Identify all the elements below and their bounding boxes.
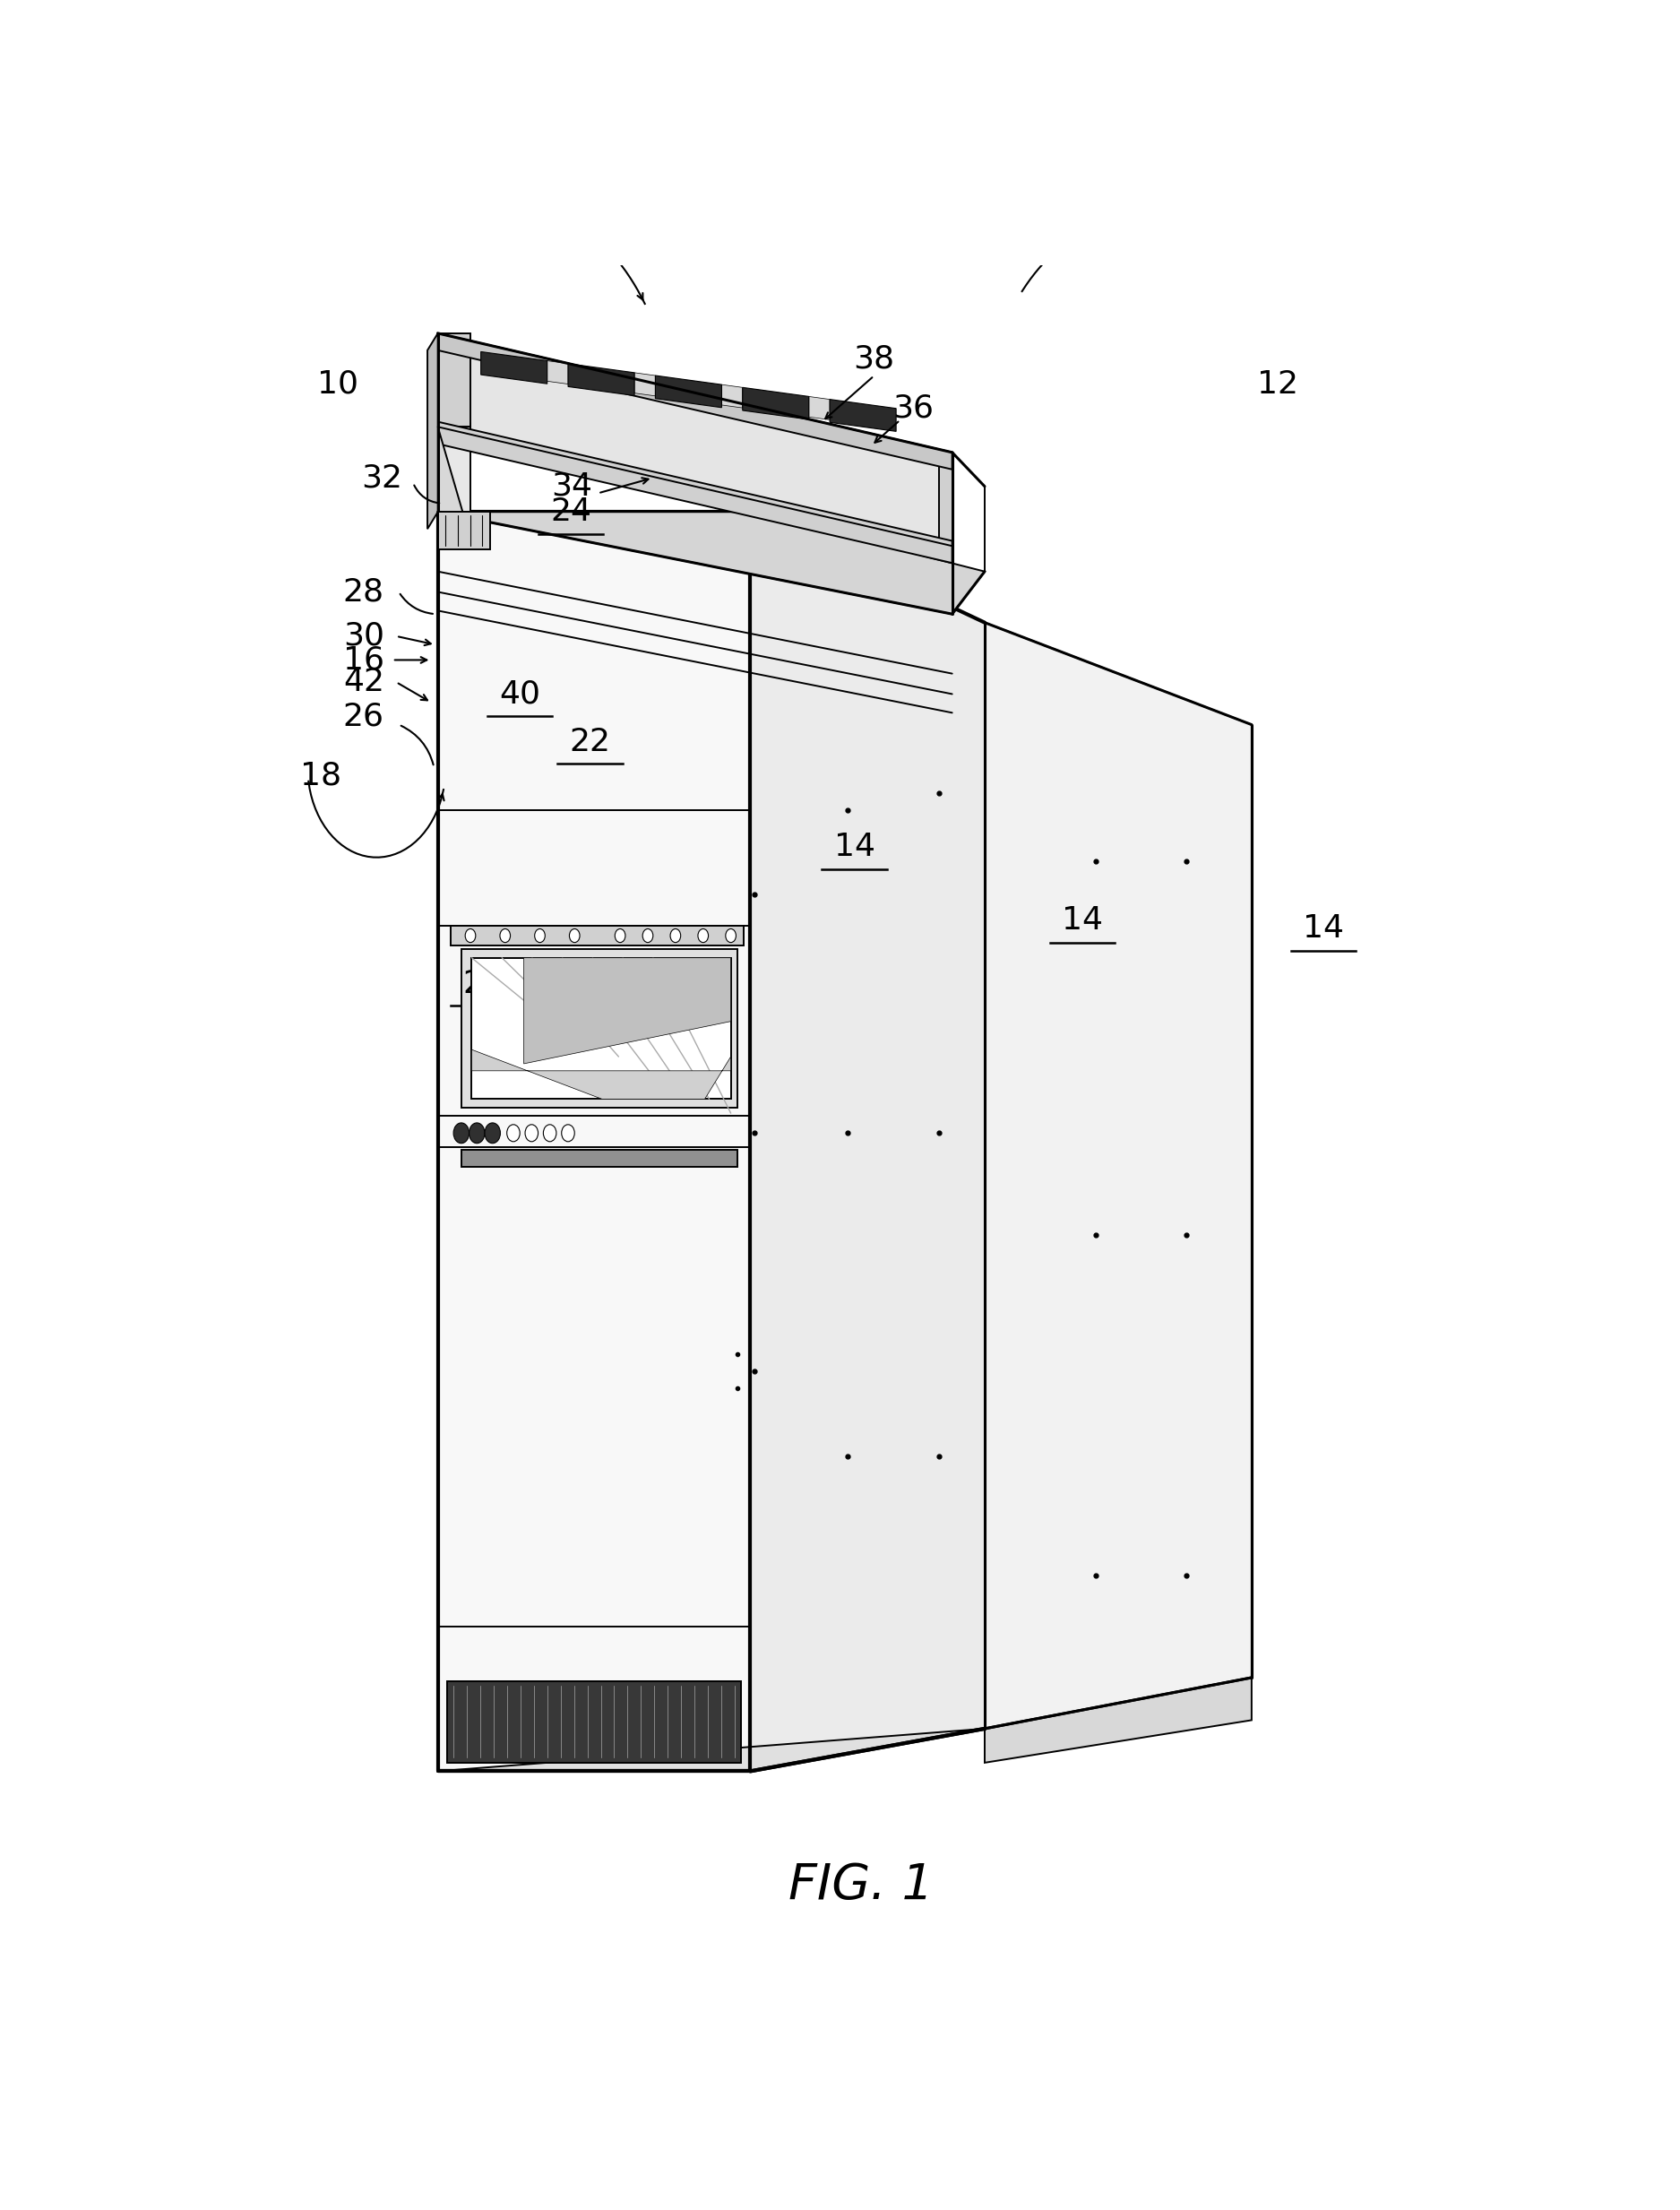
Circle shape bbox=[465, 928, 475, 941]
Text: 26: 26 bbox=[343, 701, 385, 732]
Polygon shape bbox=[751, 513, 984, 1770]
Polygon shape bbox=[438, 334, 470, 427]
Text: 16: 16 bbox=[343, 645, 385, 676]
Text: 14: 14 bbox=[1062, 906, 1104, 935]
Polygon shape bbox=[447, 1682, 741, 1764]
Polygon shape bbox=[743, 387, 808, 420]
Text: 18: 18 bbox=[301, 760, 341, 791]
Polygon shape bbox=[472, 957, 731, 1098]
Circle shape bbox=[642, 928, 654, 941]
Text: 40: 40 bbox=[499, 678, 541, 709]
Text: 24: 24 bbox=[549, 497, 591, 528]
Text: FIG. 1: FIG. 1 bbox=[788, 1861, 934, 1909]
Text: 22: 22 bbox=[570, 727, 612, 756]
Circle shape bbox=[501, 928, 511, 941]
Text: 28: 28 bbox=[343, 577, 385, 608]
Text: 14: 14 bbox=[1302, 913, 1344, 944]
Polygon shape bbox=[438, 427, 470, 539]
Text: 10: 10 bbox=[318, 369, 358, 400]
Text: 34: 34 bbox=[551, 471, 593, 502]
Text: 20: 20 bbox=[462, 968, 504, 999]
Circle shape bbox=[570, 928, 580, 941]
Polygon shape bbox=[438, 334, 953, 546]
Polygon shape bbox=[450, 926, 744, 946]
Circle shape bbox=[534, 928, 544, 941]
Polygon shape bbox=[438, 1728, 984, 1770]
Circle shape bbox=[726, 928, 736, 941]
Text: 38: 38 bbox=[853, 343, 895, 373]
Polygon shape bbox=[438, 422, 953, 564]
Polygon shape bbox=[438, 513, 751, 1770]
Polygon shape bbox=[808, 396, 830, 420]
Polygon shape bbox=[438, 513, 984, 614]
Polygon shape bbox=[655, 376, 722, 407]
Polygon shape bbox=[438, 513, 491, 550]
Text: 36: 36 bbox=[892, 393, 934, 424]
Polygon shape bbox=[635, 373, 655, 396]
Polygon shape bbox=[480, 351, 548, 385]
Circle shape bbox=[486, 1123, 501, 1143]
Polygon shape bbox=[939, 453, 953, 546]
Circle shape bbox=[507, 1125, 519, 1143]
Polygon shape bbox=[438, 334, 953, 469]
Circle shape bbox=[469, 1123, 486, 1143]
Polygon shape bbox=[722, 385, 743, 409]
Circle shape bbox=[561, 1125, 575, 1143]
Text: 30: 30 bbox=[343, 621, 385, 652]
Polygon shape bbox=[984, 1677, 1252, 1764]
Circle shape bbox=[543, 1125, 556, 1143]
Polygon shape bbox=[984, 623, 1252, 1728]
Circle shape bbox=[615, 928, 625, 941]
Text: 14: 14 bbox=[833, 831, 875, 862]
Circle shape bbox=[697, 928, 709, 941]
Polygon shape bbox=[462, 1149, 738, 1167]
Polygon shape bbox=[524, 957, 731, 1063]
Text: 42: 42 bbox=[343, 667, 385, 698]
Polygon shape bbox=[830, 400, 895, 431]
Circle shape bbox=[454, 1123, 469, 1143]
Polygon shape bbox=[462, 950, 738, 1107]
Text: 32: 32 bbox=[361, 462, 403, 493]
Text: 12: 12 bbox=[1257, 369, 1299, 400]
Polygon shape bbox=[472, 1050, 731, 1098]
Circle shape bbox=[670, 928, 680, 941]
Polygon shape bbox=[427, 334, 438, 528]
Polygon shape bbox=[438, 424, 470, 513]
Circle shape bbox=[526, 1125, 538, 1143]
Polygon shape bbox=[568, 365, 635, 396]
Polygon shape bbox=[548, 360, 568, 385]
